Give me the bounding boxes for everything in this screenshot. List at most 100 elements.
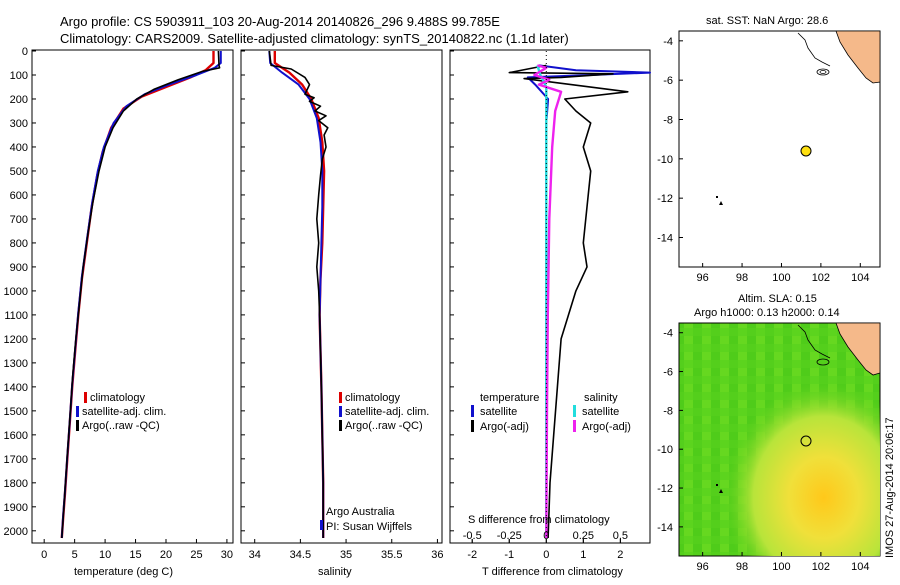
credit-pi: PI: Susan Wijffels — [326, 521, 412, 533]
series-line-satellite-adj-clim- — [60, 51, 222, 539]
figure-title-line1: Argo profile: CS 5903911_103 20-Aug-2014… — [60, 14, 500, 29]
depth-tick-label: 300 — [10, 118, 28, 130]
legend-label-t-argo: Argo(-adj) — [480, 421, 529, 433]
sla-map-y-tick-label: -6 — [663, 367, 673, 379]
legend-swatch-satellite — [339, 406, 342, 417]
sdiff-x-tick-label: 0.25 — [573, 530, 594, 542]
difference-legend: temperature salinity satellite Argo(-adj… — [471, 392, 631, 433]
sla-map-x-tick-label: 96 — [697, 561, 709, 573]
tdiff-x-tick-label: -2 — [467, 549, 477, 561]
sst-argo-location-marker — [800, 145, 812, 157]
salinity-panel — [240, 49, 443, 544]
depth-tick-label: 900 — [10, 262, 28, 274]
s-difference-axis-label: S difference from climatology — [468, 514, 610, 526]
temperature-x-tick-label: 0 — [41, 549, 47, 561]
legend-label-t-satellite: satellite — [480, 406, 517, 418]
depth-tick-label: 1000 — [4, 286, 28, 298]
series-line-climatology — [60, 51, 215, 539]
sst-islet — [716, 196, 718, 198]
legend-swatch-argo — [76, 420, 79, 431]
series-line-argo-raw-qc- — [268, 50, 329, 538]
sst-map-x-tick-label: 102 — [812, 272, 830, 284]
salinity-x-tick-label: 35 — [340, 549, 352, 561]
series-line-argo-raw-qc- — [61, 50, 221, 539]
depth-tick-label: 800 — [10, 238, 28, 250]
depth-tick-label: 1400 — [4, 382, 28, 394]
legend-label-satellite: satellite-adj. clim. — [82, 406, 166, 418]
legend-swatch-t-satellite — [471, 405, 474, 417]
legend-label-argo: Argo(..raw -QC) — [82, 420, 160, 432]
legend-swatch-argo — [339, 420, 342, 431]
legend-label-climatology: climatology — [345, 392, 401, 404]
salinity-x-tick-label: 34 — [249, 549, 261, 561]
credit-argo-australia: Argo Australia — [326, 506, 395, 518]
sla-map-y-tick-label: -14 — [657, 522, 673, 534]
sst-map-coast — [716, 30, 881, 205]
sst-map-x-tick-label: 98 — [736, 272, 748, 284]
sla-map-x-tick-label: 98 — [736, 561, 748, 573]
depth-tick-label: 1800 — [4, 478, 28, 490]
depth-tick-label: 700 — [10, 214, 28, 226]
sla-map-y-tick-label: -12 — [657, 483, 673, 495]
sst-map-y-tick-label: -4 — [663, 36, 673, 48]
sdiff-x-tick-label: 0.5 — [613, 530, 628, 542]
sst-map-x-tick-label: 104 — [851, 272, 869, 284]
tdiff-x-tick-label: 2 — [617, 549, 623, 561]
sst-map-y-tick-label: -14 — [657, 233, 673, 245]
legend-swatch-climatology — [339, 392, 342, 403]
sst-land-sumatra — [835, 30, 881, 84]
sst-map-x-tick-label: 100 — [772, 272, 790, 284]
difference-xlabel: T difference from climatology — [482, 566, 623, 578]
temperature-xlabel: temperature (deg C) — [74, 566, 173, 578]
depth-tick-label: 100 — [10, 70, 28, 82]
sst-islet-triangle — [719, 201, 723, 205]
depth-tick-label: 600 — [10, 190, 28, 202]
legend-swatch-s-argo — [573, 420, 576, 432]
temperature-panel — [31, 49, 234, 544]
sla-islet — [716, 484, 718, 486]
legend-label-satellite: satellite-adj. clim. — [345, 406, 429, 418]
depth-tick-label: 1300 — [4, 358, 28, 370]
salinity-x-tick-label: 34.5 — [290, 549, 311, 561]
tdiff-x-tick-label: 0 — [543, 549, 549, 561]
sla-argo-location-marker — [800, 435, 812, 447]
sla-map-title-2: Argo h1000: 0.13 h2000: 0.14 — [694, 307, 840, 319]
sdiff-x-tick-label: -0.25 — [497, 530, 522, 542]
legend-head-salinity: salinity — [584, 392, 618, 404]
sla-map-y-tick-label: -4 — [663, 328, 673, 340]
legend-label-argo: Argo(..raw -QC) — [345, 420, 423, 432]
legend-label-s-argo: Argo(-adj) — [582, 421, 631, 433]
depth-tick-label: 0 — [22, 46, 28, 58]
sst-map-y-tick-label: -12 — [657, 193, 673, 205]
sst-map-frame — [678, 30, 881, 268]
legend-swatch-satellite — [76, 406, 79, 417]
salinity-xlabel: salinity — [318, 566, 352, 578]
legend-swatch-climatology — [84, 392, 87, 403]
salinity-x-tick-label: 36 — [431, 549, 443, 561]
sst-small-island-inner — [819, 70, 827, 74]
sst-map-title: sat. SST: NaN Argo: 28.6 — [706, 15, 828, 27]
sst-coast-islands — [797, 32, 831, 67]
figure-title-line2: Climatology: CARS2009. Satellite-adjuste… — [60, 31, 569, 46]
depth-tick-label: 1700 — [4, 454, 28, 466]
sdiff-x-tick-label: 0 — [543, 530, 549, 542]
sla-heatmap-warm-overlay — [679, 323, 880, 556]
sla-coast-islands — [797, 324, 831, 359]
tdiff-x-tick-label: -1 — [504, 549, 514, 561]
sdiff-x-tick-label: -0.5 — [463, 530, 482, 542]
imos-timestamp: IMOS 27-Aug-2014 20:06:17 — [884, 417, 896, 558]
depth-tick-label: 500 — [10, 166, 28, 178]
sla-map-x-tick-label: 104 — [851, 561, 869, 573]
depth-tick-label: 1600 — [4, 430, 28, 442]
temperature-x-tick-label: 10 — [99, 549, 111, 561]
sst-small-island — [816, 68, 830, 76]
series-line-salinity-satellite — [536, 65, 548, 538]
depth-tick-label: 1900 — [4, 502, 28, 514]
temperature-x-tick-label: 5 — [72, 549, 78, 561]
sla-land-sumatra — [835, 322, 881, 376]
series-line-temperature-argo-adj- — [508, 64, 629, 539]
legend-label-s-satellite: satellite — [582, 406, 619, 418]
tdiff-x-tick-label: 1 — [580, 549, 586, 561]
sla-islet-triangle — [719, 489, 723, 493]
